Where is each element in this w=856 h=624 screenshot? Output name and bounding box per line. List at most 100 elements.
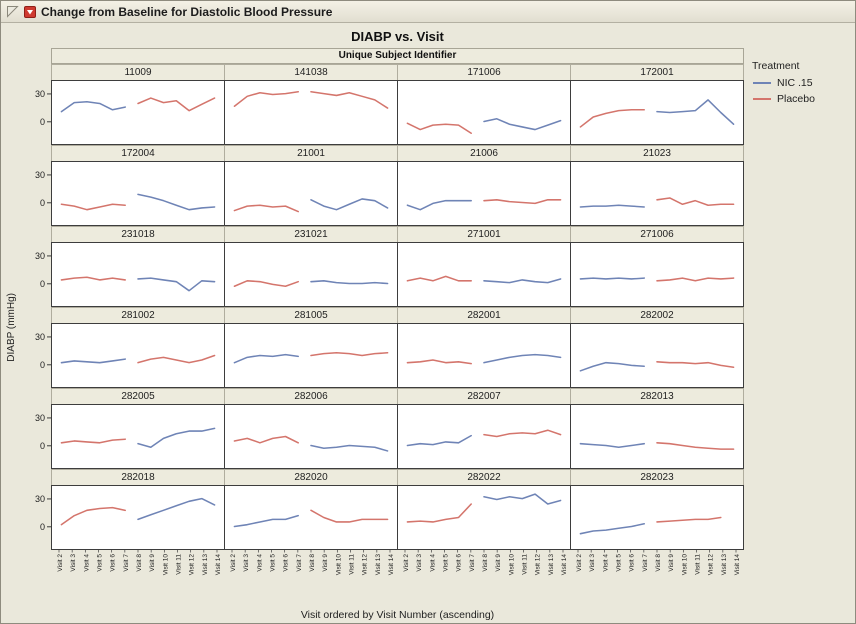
tick-label: Visit 12 [708,554,715,576]
y-axis-title-column: DIABP (mmHg) [1,48,21,606]
panel-231021[interactable] [224,242,398,307]
tick-label: Visit 5 [616,554,623,572]
tick-label: Visit 6 [283,554,290,572]
series-nic-15[interactable] [137,497,216,521]
tick-label: Visit 13 [375,554,382,576]
tick-label: Visit 2 [57,554,64,572]
series-nic-15[interactable] [60,100,126,113]
panel-172001[interactable] [570,80,744,145]
series-nic-15[interactable] [483,278,562,284]
series-placebo[interactable] [656,361,735,369]
tick-label: Visit 10 [681,554,688,576]
series-nic-15[interactable] [656,99,735,126]
series-nic-15[interactable] [310,280,389,285]
series-nic-15[interactable] [483,353,562,364]
panel-282005[interactable] [51,404,225,469]
series-nic-15[interactable] [579,277,645,280]
series-placebo[interactable] [406,359,472,365]
series-placebo[interactable] [233,204,299,213]
panel-271001[interactable] [397,242,571,307]
tick-label: Visit 7 [469,554,476,572]
series-placebo[interactable] [656,277,735,282]
panel-231018[interactable] [51,242,225,307]
series-placebo[interactable] [406,275,472,282]
series-placebo[interactable] [483,199,562,205]
series-placebo[interactable] [656,516,722,523]
panel-281005[interactable] [224,323,398,388]
panel-282007[interactable] [397,404,571,469]
series-nic-15[interactable] [483,118,562,131]
series-nic-15[interactable] [406,199,472,211]
series-placebo[interactable] [233,90,299,107]
tick-label: Visit 6 [629,554,636,572]
panel-281002[interactable] [51,323,225,388]
tick-label: 0 [40,522,45,532]
panel-282001[interactable] [397,323,571,388]
tick-label: Visit 10 [508,554,515,576]
series-nic-15[interactable] [579,523,645,535]
series-placebo[interactable] [137,354,216,364]
series-placebo[interactable] [310,90,389,109]
panel-271006[interactable] [570,242,744,307]
series-placebo[interactable] [233,435,299,444]
panel-141038[interactable] [224,80,398,145]
panel-21001[interactable] [224,161,398,226]
tick-label: 0 [40,360,45,370]
panel-282023[interactable] [570,485,744,550]
panel-282013[interactable] [570,404,744,469]
series-placebo[interactable] [656,197,735,207]
panel-282022[interactable] [397,485,571,550]
series-nic-15[interactable] [137,427,216,449]
facet-header-171006: 171006 [397,64,571,80]
panel-21023[interactable] [570,161,744,226]
series-placebo[interactable] [656,442,735,450]
series-nic-15[interactable] [233,353,299,364]
facet-header-282001: 282001 [397,307,571,323]
panel-282002[interactable] [570,323,744,388]
series-nic-15[interactable] [579,442,645,449]
facet-header-231018: 231018 [51,226,225,242]
series-placebo[interactable] [137,97,216,112]
legend-items: NIC .15 Placebo [752,77,848,105]
panel-282020[interactable] [224,485,398,550]
series-placebo[interactable] [579,109,645,128]
series-placebo[interactable] [406,503,472,523]
series-placebo[interactable] [310,352,389,357]
panel-21006[interactable] [397,161,571,226]
legend-item-nic-15[interactable]: NIC .15 [752,77,848,89]
series-nic-15[interactable] [310,444,389,452]
panel-172004[interactable] [51,161,225,226]
panel-11009[interactable] [51,80,225,145]
panel-171006[interactable] [397,80,571,145]
disclosure-icon[interactable] [24,5,36,18]
facet-header-281002: 281002 [51,307,225,323]
x-axis-tick-labels: Visit 2 Visit 3 Visit 4 Visit 5 Visit 6 Visit… [57,550,222,575]
series-nic-15[interactable] [483,493,562,505]
series-placebo[interactable] [60,438,126,444]
facet-header-21001: 21001 [224,145,398,161]
series-nic-15[interactable] [310,198,389,211]
series-nic-15[interactable] [579,204,645,208]
series-placebo[interactable] [233,280,299,288]
panel-282018[interactable] [51,485,225,550]
tick-label: Visit 12 [362,554,369,576]
series-placebo[interactable] [483,429,562,438]
series-placebo[interactable] [60,276,126,281]
series-placebo[interactable] [60,506,126,526]
facet-header-141038: 141038 [224,64,398,80]
series-nic-15[interactable] [137,277,216,292]
tick-label: Visit 4 [83,554,90,572]
series-nic-15[interactable] [137,193,216,211]
facet-header-282020: 282020 [224,469,398,485]
series-nic-15[interactable] [579,361,645,372]
series-placebo[interactable] [310,509,389,523]
series-nic-15[interactable] [233,514,299,528]
series-placebo[interactable] [406,122,472,135]
facet-band-title: Unique Subject Identifier [51,48,744,64]
legend-item-placebo[interactable]: Placebo [752,93,848,105]
series-placebo[interactable] [60,203,126,211]
outline-corner-icon[interactable] [6,5,19,18]
series-nic-15[interactable] [406,434,472,447]
series-nic-15[interactable] [60,358,126,364]
panel-282006[interactable] [224,404,398,469]
